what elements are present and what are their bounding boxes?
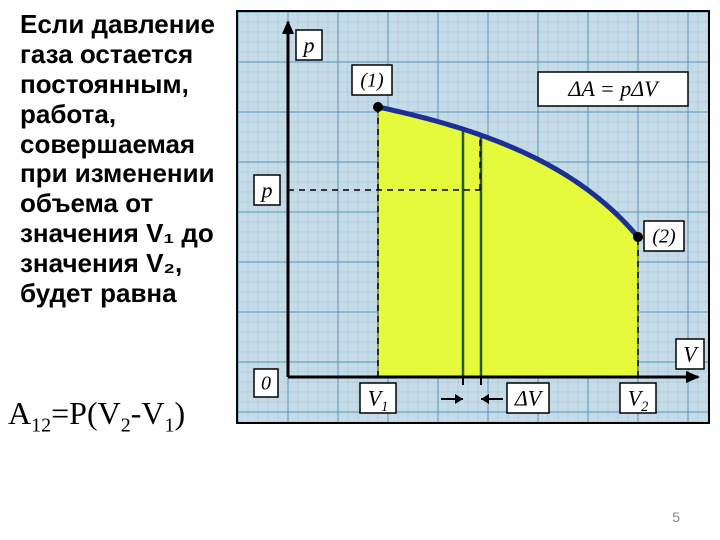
formula-mid: -V	[131, 395, 165, 431]
graph-svg: pV0pV1V2ΔV(1)(2)ΔA = pΔV	[238, 12, 708, 422]
formula-sub2: 1	[164, 414, 174, 436]
svg-text:0: 0	[261, 373, 271, 395]
work-formula: A12=P(V2-V1)	[8, 395, 185, 437]
svg-text:p: p	[260, 177, 273, 202]
formula-end: )	[174, 395, 185, 431]
svg-text:(2): (2)	[652, 226, 676, 248]
formula-lhs: A	[8, 395, 31, 431]
svg-text:ΔA = pΔV: ΔA = pΔV	[567, 76, 660, 101]
formula-lhs-sub: 12	[31, 414, 51, 436]
formula-eq: =	[51, 395, 69, 431]
page-number: 5	[672, 509, 680, 525]
pv-diagram: pV0pV1V2ΔV(1)(2)ΔA = pΔV	[236, 10, 710, 424]
formula-sub1: 2	[121, 414, 131, 436]
svg-text:(1): (1)	[360, 70, 384, 92]
formula-rhs-pre: P(V	[69, 395, 121, 431]
svg-text:p: p	[302, 32, 315, 57]
description-text: Если давление газа остается постоянным, …	[20, 10, 226, 424]
slide-container: Если давление газа остается постоянным, …	[0, 0, 720, 424]
svg-text:ΔV: ΔV	[514, 385, 544, 410]
graph-column: pV0pV1V2ΔV(1)(2)ΔA = pΔV	[236, 10, 710, 424]
